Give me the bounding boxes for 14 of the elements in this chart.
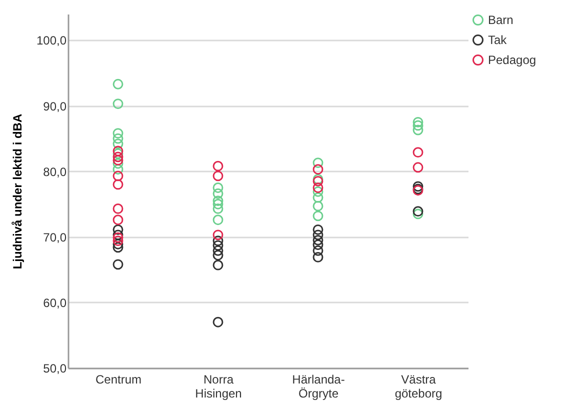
y-tick-label: 60,0 [43,296,67,310]
y-tick-label: 70,0 [43,230,67,244]
y-tick-label: 100,0 [36,34,67,48]
y-tick-label: 90,0 [43,99,67,114]
x-tick-label: Västra göteborg [394,372,442,400]
x-tick-label: Härlanda-Örgryte [292,372,345,400]
y-tick-label: 80,0 [43,164,67,179]
x-tick-label: Centrum [95,372,142,386]
legend-label: Pedagog [488,53,536,67]
y-axis-title: Ljudnivå under lektid i dBA [10,113,24,270]
x-tick-label: Norra Hisingen [195,372,242,400]
legend-label: Barn [488,13,514,27]
y-tick-label: 50,0 [43,362,67,376]
legend-label: Tak [488,33,508,47]
